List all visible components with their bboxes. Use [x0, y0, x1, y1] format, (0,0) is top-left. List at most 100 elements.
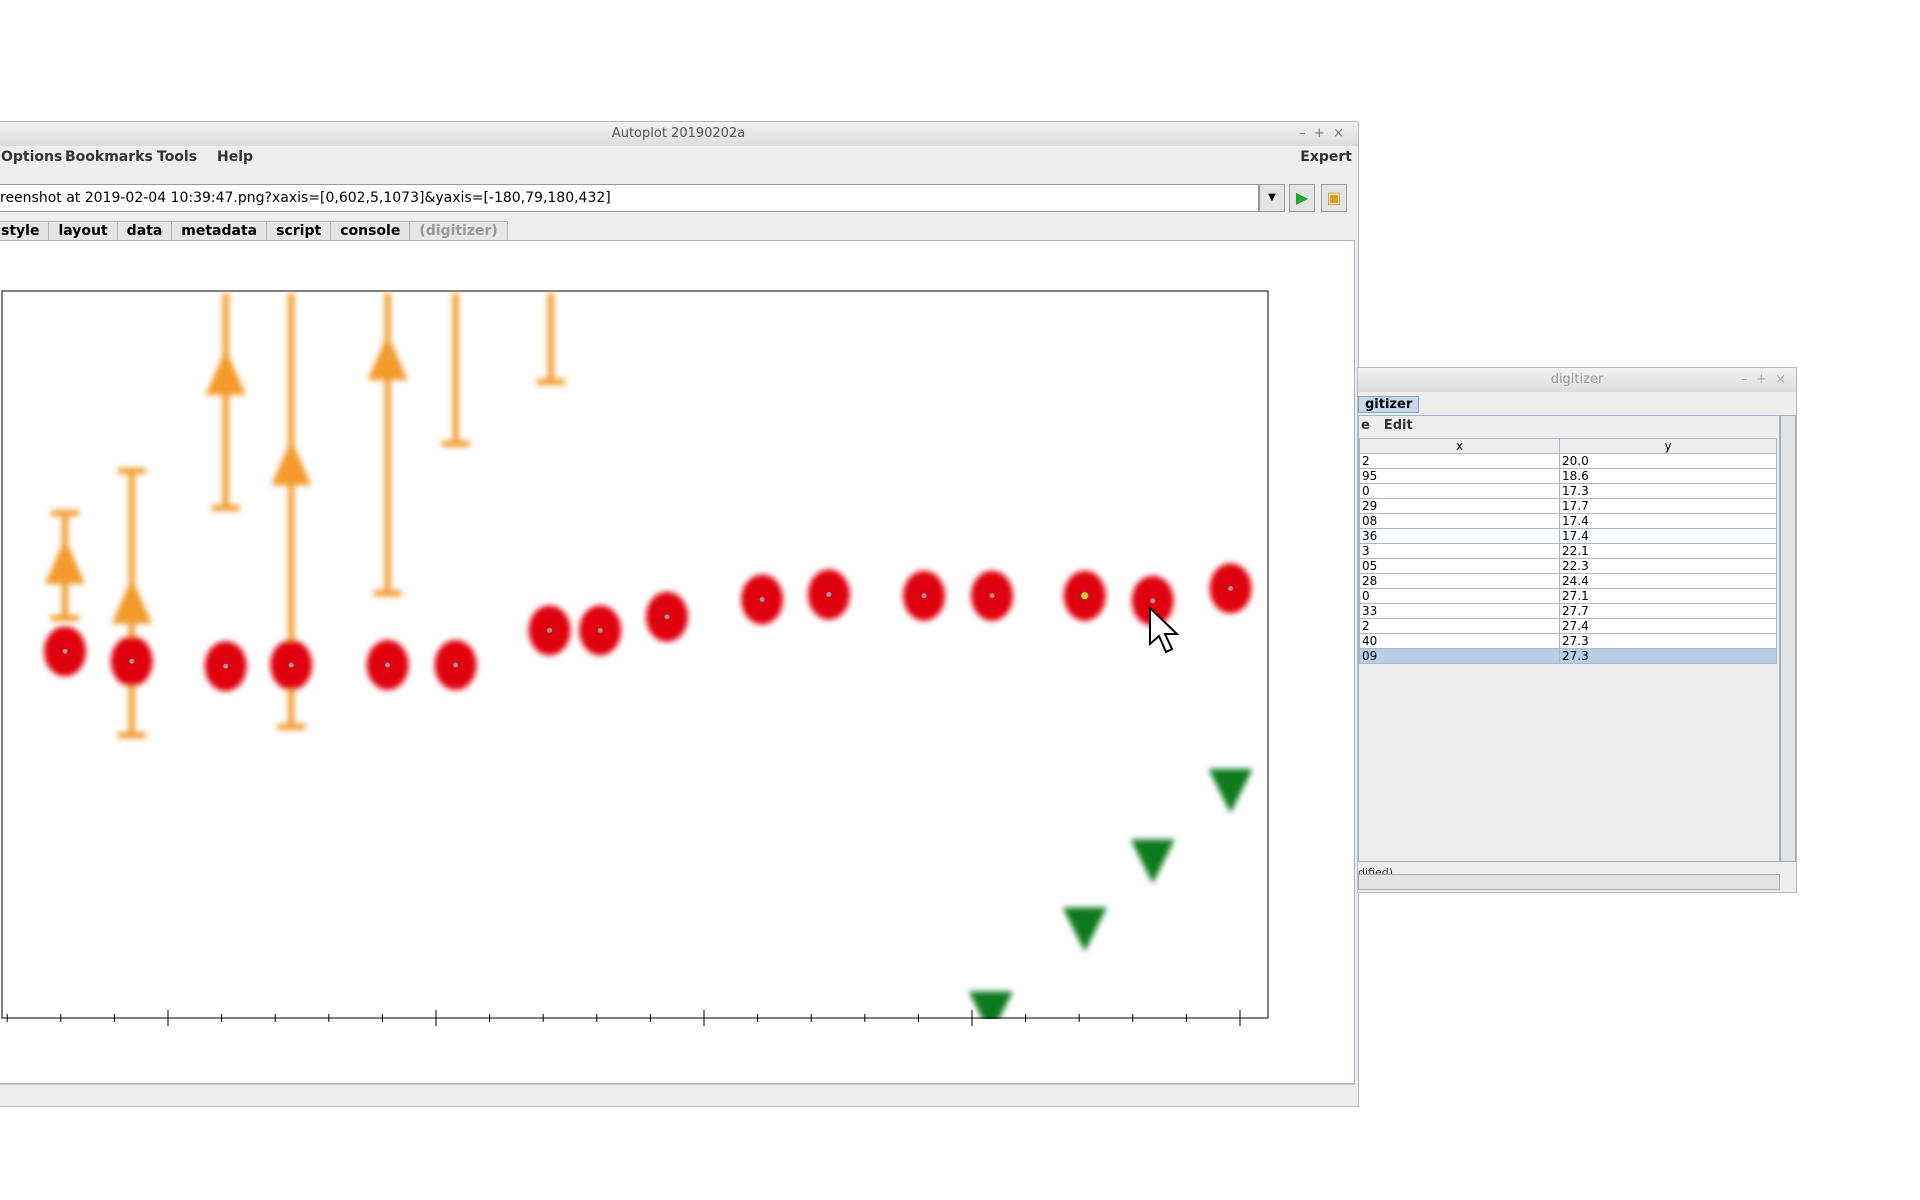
status-bar — [0, 1084, 1355, 1105]
tab[interactable]: metadata — [171, 221, 268, 241]
menu-item[interactable]: Help — [217, 149, 254, 165]
menu-item[interactable]: Options — [1, 149, 63, 165]
digitized-point — [989, 593, 995, 599]
window-title: digitizer — [1550, 372, 1604, 387]
table-row[interactable]: 40 27.3 — [1358, 633, 1777, 649]
table-cell[interactable]: 27.7 — [1559, 603, 1777, 619]
table-cell[interactable]: 27.3 — [1559, 633, 1777, 649]
menu-item[interactable]: e — [1361, 418, 1370, 433]
digitized-point — [759, 596, 765, 602]
table-row[interactable]: 0 17.3 — [1358, 483, 1777, 499]
digitized-point — [597, 627, 603, 633]
table-cell[interactable]: 05 — [1358, 558, 1561, 574]
menu-item[interactable]: Bookmarks — [65, 149, 153, 165]
column-header[interactable]: x — [1358, 438, 1561, 454]
menu-item[interactable]: Edit — [1383, 418, 1413, 433]
go-button[interactable]: ▶ — [1289, 184, 1315, 212]
digitized-point — [547, 627, 553, 633]
inverted-triangle-marker — [968, 991, 1013, 1036]
canvas: 1.01.52.02.53.0 — [0, 240, 1355, 1084]
triangle-marker — [205, 348, 246, 395]
menu-item[interactable]: Expert — [1300, 149, 1352, 165]
digitized-point — [453, 662, 459, 668]
table-row[interactable]: 2 27.4 — [1358, 618, 1777, 634]
table-row[interactable]: 33 27.7 — [1358, 603, 1777, 619]
table-cell[interactable]: 27.1 — [1559, 588, 1777, 604]
table-cell[interactable]: 20.0 — [1559, 453, 1777, 469]
table-cell[interactable]: 36 — [1358, 528, 1561, 544]
table-cell[interactable]: 09 — [1358, 648, 1561, 664]
table-row[interactable]: 3 22.1 — [1358, 543, 1777, 559]
dropdown-button[interactable]: ▼ — [1259, 184, 1285, 212]
table-cell[interactable]: 33 — [1358, 603, 1561, 619]
plot: 1.01.52.02.53.0 — [0, 241, 1354, 1083]
url-text: reenshot at 2019-02-04 10:39:47.png?xaxi… — [0, 190, 611, 206]
table-cell[interactable]: 3 — [1358, 543, 1561, 559]
menu-item[interactable]: Tools — [157, 149, 198, 165]
digitized-point — [385, 662, 391, 668]
table-cell[interactable]: 29 — [1358, 498, 1561, 514]
triangle-marker — [271, 439, 312, 486]
table-row[interactable]: 08 17.4 — [1358, 513, 1777, 529]
tab[interactable]: console — [330, 221, 411, 241]
column-header[interactable]: y — [1559, 438, 1777, 454]
table-row[interactable]: 09 27.3 — [1358, 648, 1777, 664]
table-row[interactable]: 36 17.4 — [1358, 528, 1777, 544]
table-cell[interactable]: 18.6 — [1559, 468, 1777, 484]
tab[interactable]: (digitizer) — [409, 221, 508, 241]
menu-bar: Expert Options Bookmarks Tools Help — [1, 149, 1352, 169]
window-controls[interactable]: – + × — [1741, 372, 1786, 387]
table-row[interactable]: 95 18.6 — [1358, 468, 1777, 484]
inverted-triangle-marker — [1208, 769, 1253, 814]
table-cell[interactable]: 22.1 — [1559, 543, 1777, 559]
tab[interactable]: style — [0, 221, 50, 241]
table-cell[interactable]: 40 — [1358, 633, 1561, 649]
inverted-triangle-marker — [1130, 839, 1175, 884]
open-button[interactable]: ▣ — [1321, 184, 1347, 212]
tab[interactable]: gitizer — [1358, 396, 1420, 413]
table-cell[interactable]: 24.4 — [1559, 573, 1777, 589]
table-cell[interactable]: 95 — [1358, 468, 1561, 484]
table-cell[interactable]: 0 — [1358, 588, 1561, 604]
table-row[interactable]: 2 20.0 — [1358, 453, 1777, 469]
table-cell[interactable]: 2 — [1358, 453, 1561, 469]
digitized-point — [129, 658, 135, 664]
digitized-point — [826, 592, 832, 598]
plot-mask — [0, 1019, 1354, 1083]
table-cell[interactable]: 0 — [1358, 483, 1561, 499]
table-cell[interactable]: 17.3 — [1559, 483, 1777, 499]
table-cell[interactable]: 2 — [1358, 618, 1561, 634]
status-text: dified) — [1358, 866, 1394, 874]
table-cell[interactable]: 17.4 — [1559, 513, 1777, 529]
table-cell[interactable]: 27.3 — [1559, 648, 1777, 664]
tab[interactable]: script — [266, 221, 332, 241]
digitized-point — [664, 614, 670, 620]
triangle-marker — [367, 334, 408, 381]
triangle-marker — [45, 538, 86, 585]
table-cell[interactable]: 17.7 — [1559, 498, 1777, 514]
url-field[interactable]: reenshot at 2019-02-04 10:39:47.png?xaxi… — [0, 184, 1259, 212]
digitizer-window: digitizer – + × gitizer e Edit x y 2 20.0 95 1… — [1357, 367, 1797, 893]
table-cell[interactable]: 08 — [1358, 513, 1561, 529]
digitized-point — [62, 648, 68, 654]
window-controls[interactable]: – + × — [1299, 126, 1344, 141]
tab[interactable]: data — [116, 221, 173, 241]
triangle-marker — [111, 577, 152, 624]
digitized-point — [1150, 598, 1156, 604]
table-cell[interactable]: 22.3 — [1559, 558, 1777, 574]
vertical-scrollbar[interactable] — [1780, 415, 1796, 862]
table-cell[interactable]: 27.4 — [1559, 618, 1777, 634]
table-cell[interactable]: 28 — [1358, 573, 1561, 589]
plot-mask — [0, 241, 1354, 290]
table-row[interactable]: 0 27.1 — [1358, 588, 1777, 604]
mouse-cursor — [1149, 606, 1180, 654]
tab[interactable]: layout — [48, 221, 118, 241]
horizontal-scrollbar[interactable] — [1358, 874, 1780, 890]
table-row[interactable]: 28 24.4 — [1358, 573, 1777, 589]
table-row[interactable]: 05 22.3 — [1358, 558, 1777, 574]
table-panel: e Edit x y 2 20.0 95 18.6 0 17.3 29 17.7 08 17.4 36 17… — [1358, 415, 1780, 862]
table-row[interactable]: 29 17.7 — [1358, 498, 1777, 514]
digitized-point — [223, 663, 229, 669]
table-cell[interactable]: 17.4 — [1559, 528, 1777, 544]
